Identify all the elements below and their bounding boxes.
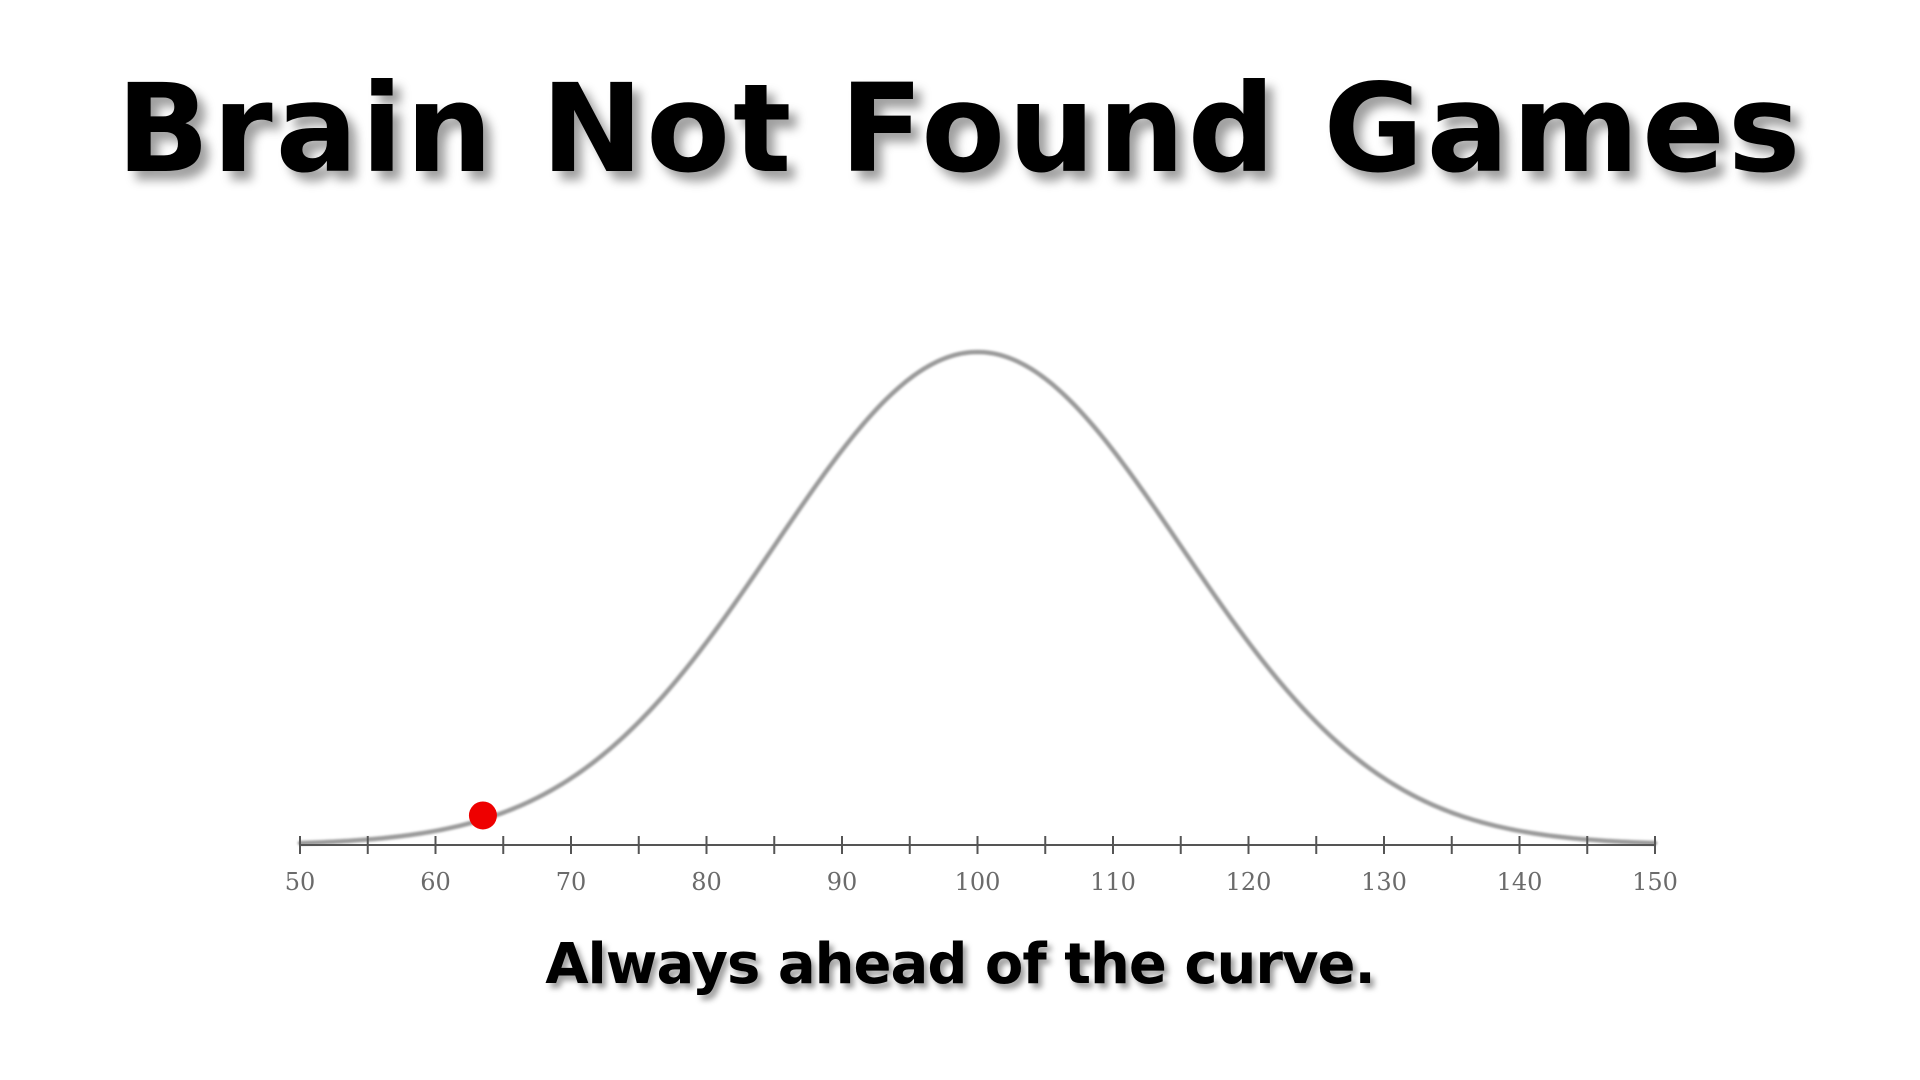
x-tick-label: 60 — [420, 868, 451, 896]
page-title: Brain Not Found Games — [116, 58, 1804, 200]
x-tick-label: 80 — [691, 868, 722, 896]
x-tick-label: 110 — [1090, 868, 1136, 896]
x-tick-label: 70 — [556, 868, 587, 896]
tagline: Always ahead of the curve. — [545, 932, 1376, 997]
x-tick-label: 140 — [1497, 868, 1543, 896]
x-tick-label: 50 — [285, 868, 316, 896]
x-tick-label: 90 — [827, 868, 858, 896]
x-tick-label: 100 — [955, 868, 1001, 896]
position-marker-dot — [468, 801, 497, 830]
x-tick-label: 150 — [1632, 868, 1678, 896]
x-tick-label: 120 — [1226, 868, 1272, 896]
bell-curve-line — [297, 349, 1658, 846]
x-tick-label: 130 — [1361, 868, 1407, 896]
